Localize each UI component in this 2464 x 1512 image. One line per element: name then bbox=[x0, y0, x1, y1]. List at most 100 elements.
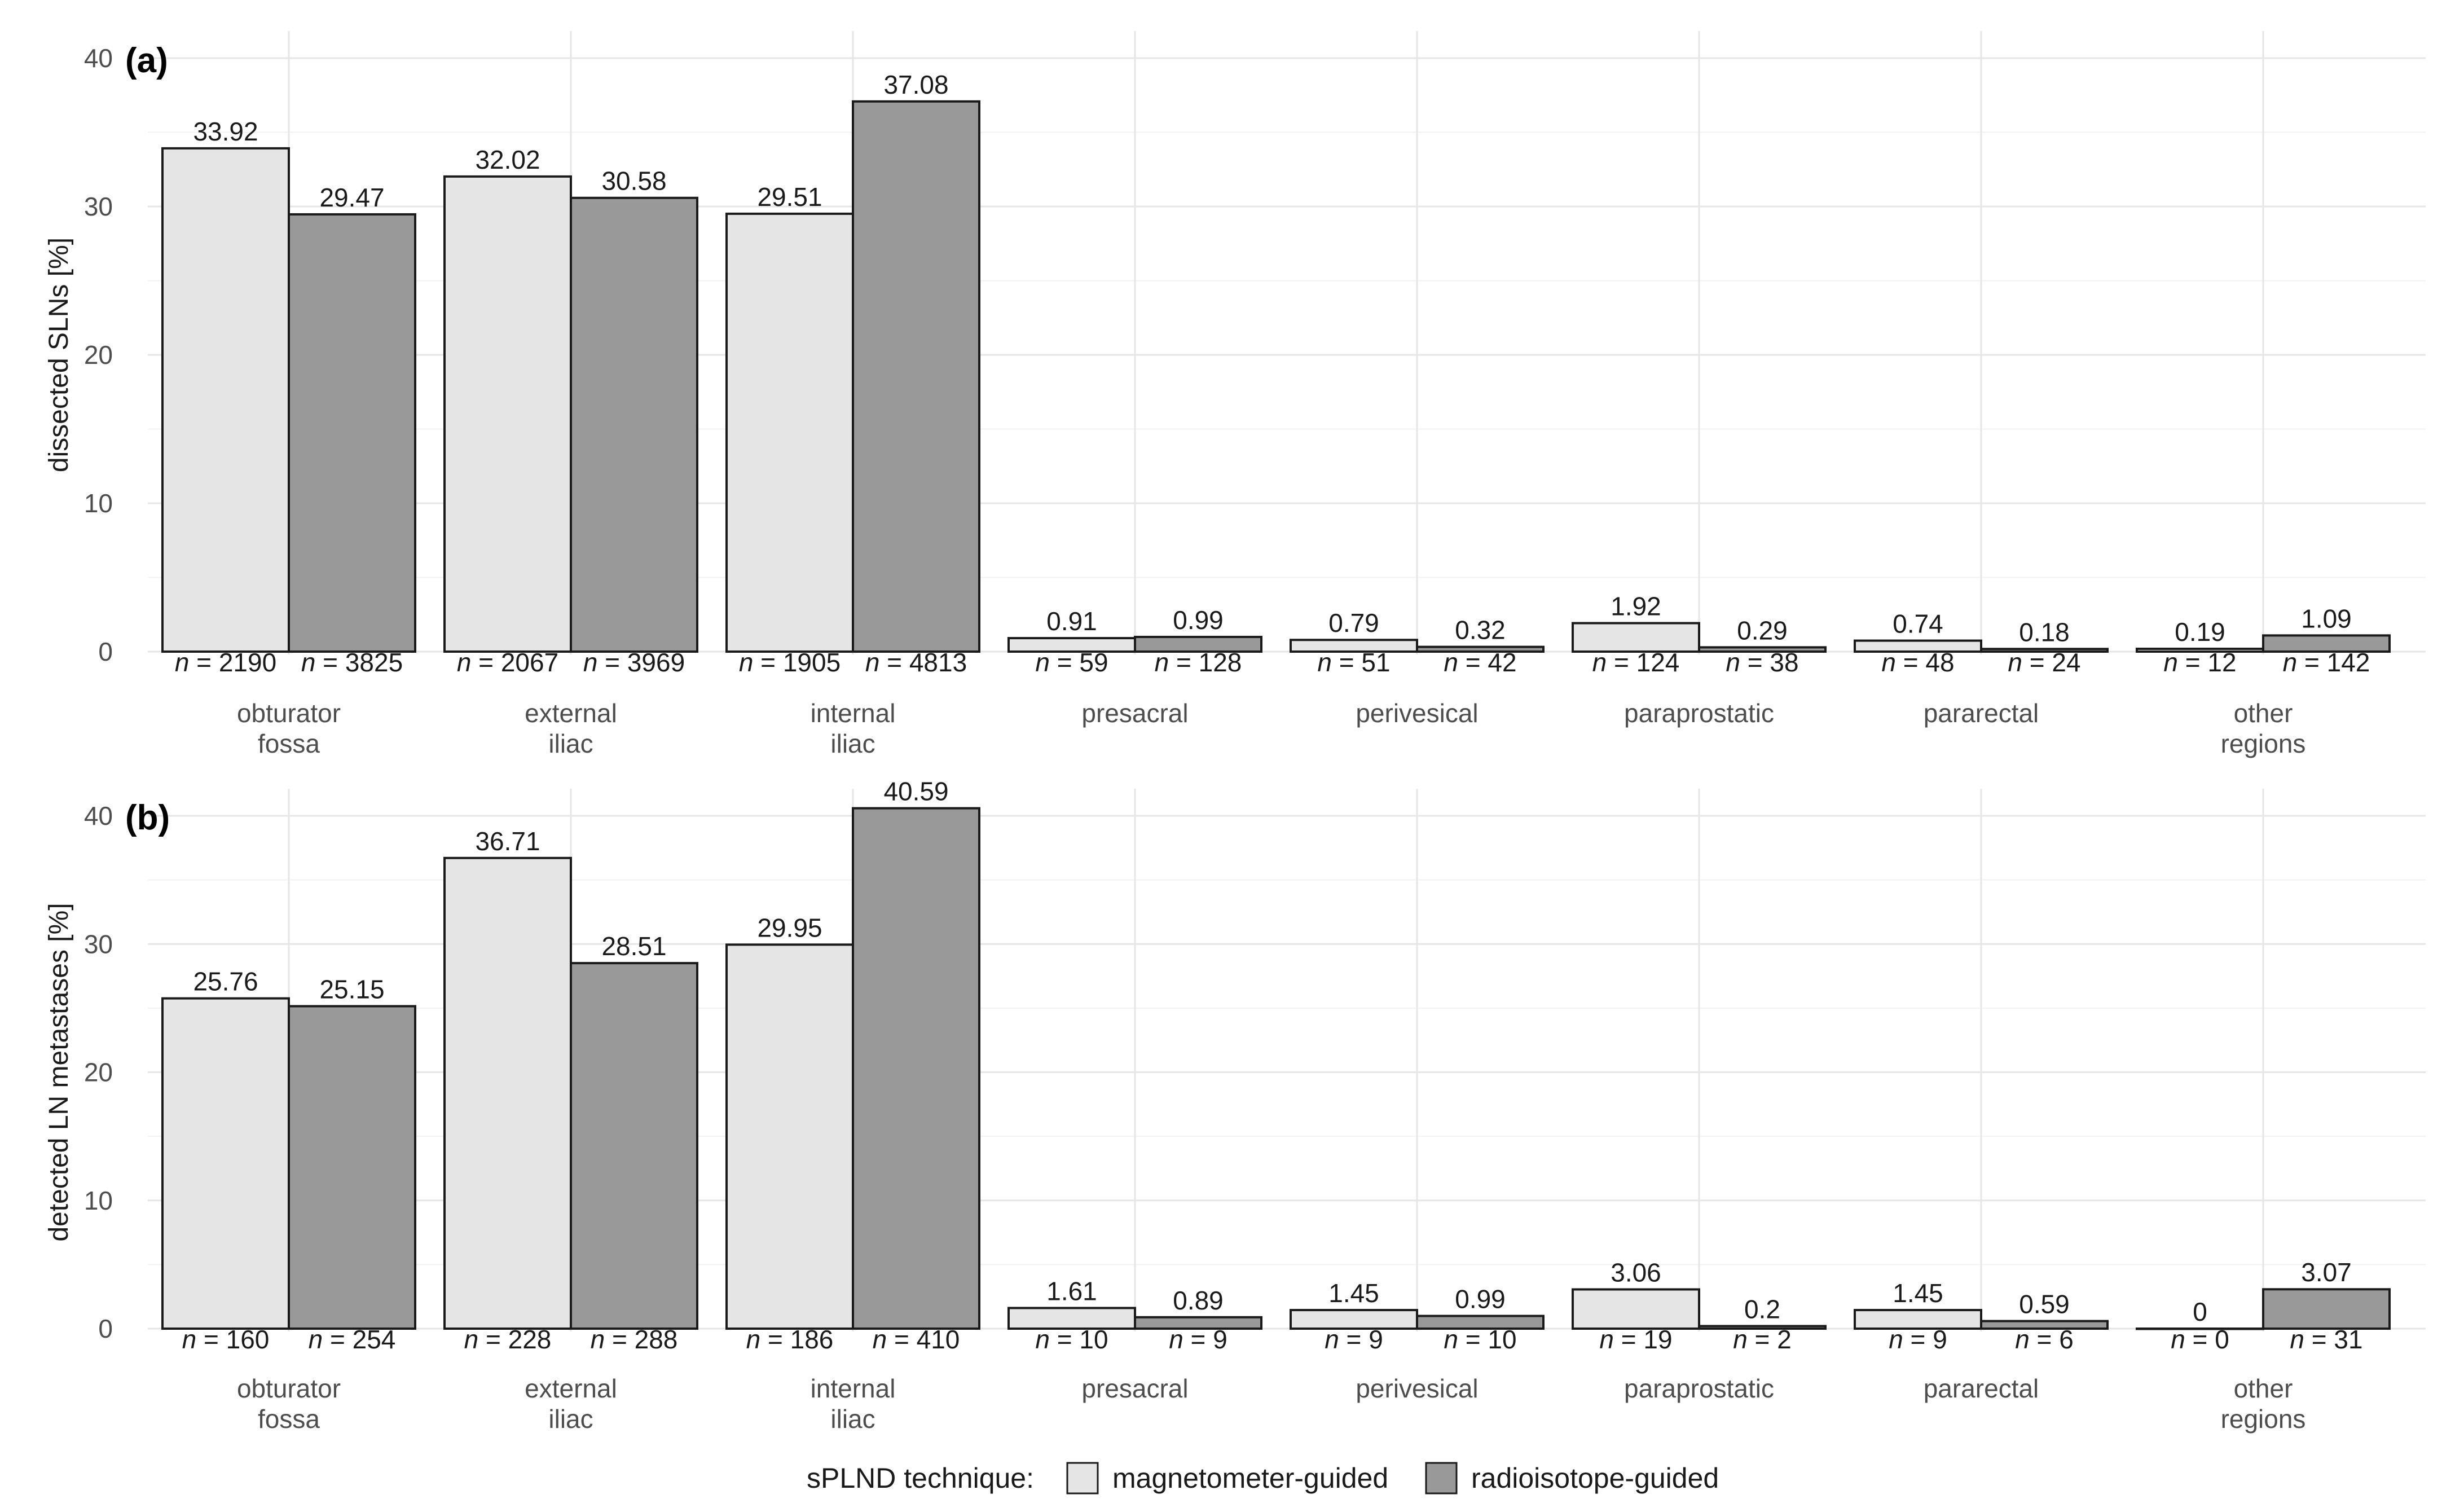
bar-value-label: 30.58 bbox=[601, 166, 666, 196]
bar-value-label: 1.09 bbox=[2301, 604, 2352, 633]
bar-value-label: 1.45 bbox=[1893, 1278, 1943, 1308]
bar-n-label: n = 2190 bbox=[175, 648, 276, 677]
y-tick-label: 20 bbox=[84, 1058, 113, 1087]
bar-value-label: 0.18 bbox=[2019, 617, 2070, 647]
category-label: internal iliac bbox=[811, 1374, 896, 1434]
bar-n-label: n = 48 bbox=[1881, 648, 1954, 677]
category-label: pararectal bbox=[1924, 1374, 2039, 1403]
bar-value-label: 40.59 bbox=[883, 777, 948, 806]
bar-radioisotope bbox=[1980, 648, 2109, 653]
bar-radioisotope bbox=[1416, 1315, 1545, 1330]
bar-n-label: n = 38 bbox=[1726, 648, 1798, 677]
bar-radioisotope bbox=[1698, 646, 1827, 653]
bar-value-label: 0.99 bbox=[1455, 1285, 1506, 1314]
category-label: presacral bbox=[1081, 698, 1188, 728]
bar-value-label: 32.02 bbox=[475, 145, 540, 174]
category-label: perivesical bbox=[1356, 698, 1478, 728]
bar-n-label: n = 4813 bbox=[865, 648, 967, 677]
y-tick-label: 0 bbox=[98, 637, 113, 666]
bar-magnetometer bbox=[725, 943, 854, 1330]
category-label: perivesical bbox=[1356, 1374, 1478, 1403]
bar-value-label: 36.71 bbox=[475, 827, 540, 856]
bar-n-label: n = 228 bbox=[464, 1325, 552, 1354]
bar-n-label: n = 186 bbox=[746, 1325, 834, 1354]
bar-n-label: n = 59 bbox=[1035, 648, 1108, 677]
category-label: external iliac bbox=[525, 698, 617, 758]
bar-n-label: n = 254 bbox=[309, 1325, 396, 1354]
category-label: presacral bbox=[1081, 1374, 1188, 1403]
bar-n-label: n = 410 bbox=[873, 1325, 960, 1354]
bar-value-label: 0.19 bbox=[2175, 617, 2225, 647]
bar-radioisotope bbox=[570, 196, 698, 653]
y-axis-title: detected LN metastases [%] bbox=[44, 903, 74, 1241]
bar-value-label: 0.79 bbox=[1328, 608, 1379, 638]
bar-radioisotope bbox=[1980, 1320, 2109, 1330]
y-tick-label: 10 bbox=[84, 489, 113, 518]
category-label: other regions bbox=[2221, 698, 2306, 758]
category-label: pararectal bbox=[1924, 698, 2039, 728]
bar-value-label: 0.89 bbox=[1173, 1286, 1224, 1315]
bar-value-label: 0.32 bbox=[1455, 616, 1506, 645]
bar-n-label: n = 288 bbox=[591, 1325, 678, 1354]
bar-magnetometer bbox=[1290, 1309, 1418, 1330]
category-label: obturator fossa bbox=[237, 698, 341, 758]
bar-radioisotope bbox=[1416, 645, 1545, 653]
bar-value-label: 0 bbox=[2193, 1297, 2207, 1326]
category-label: obturator fossa bbox=[237, 1374, 341, 1434]
bar-value-label: 25.15 bbox=[319, 974, 384, 1004]
bar-radioisotope bbox=[1134, 1316, 1262, 1330]
bar-value-label: 28.51 bbox=[601, 931, 666, 961]
bar-magnetometer bbox=[443, 856, 572, 1330]
category-label: paraprostatic bbox=[1624, 698, 1774, 728]
bar-value-label: 29.95 bbox=[757, 913, 822, 942]
bar-n-label: n = 12 bbox=[2163, 648, 2236, 677]
category-label: external iliac bbox=[525, 1374, 617, 1434]
bar-n-label: n = 42 bbox=[1444, 648, 1516, 677]
bar-value-label: 3.07 bbox=[2301, 1258, 2352, 1287]
legend-swatch-radioisotope bbox=[1425, 1462, 1458, 1495]
bar-radioisotope bbox=[852, 807, 980, 1330]
bar-value-label: 0.29 bbox=[1737, 616, 1788, 645]
legend-label-magnetometer: magnetometer-guided bbox=[1112, 1462, 1388, 1494]
y-tick-label: 0 bbox=[98, 1314, 113, 1343]
bar-n-label: n = 160 bbox=[182, 1325, 270, 1354]
bar-n-label: n = 124 bbox=[1592, 648, 1680, 677]
y-tick-label: 30 bbox=[84, 192, 113, 221]
bar-magnetometer bbox=[725, 212, 854, 653]
bar-value-label: 0.59 bbox=[2019, 1290, 2070, 1319]
bar-n-label: n = 128 bbox=[1155, 648, 1242, 677]
bar-value-label: 1.61 bbox=[1046, 1276, 1097, 1306]
bar-n-label: n = 142 bbox=[2283, 648, 2370, 677]
bar-magnetometer bbox=[1007, 1307, 1136, 1330]
bar-n-label: n = 0 bbox=[2171, 1325, 2229, 1354]
bar-magnetometer bbox=[161, 997, 290, 1330]
bar-n-label: n = 1905 bbox=[739, 648, 841, 677]
legend-title: sPLND technique: bbox=[807, 1462, 1034, 1494]
y-tick-label: 10 bbox=[84, 1186, 113, 1215]
y-tick-label: 30 bbox=[84, 929, 113, 959]
legend: sPLND technique: magnetometer-guided radio… bbox=[807, 1462, 1719, 1495]
bar-radioisotope bbox=[2262, 634, 2391, 653]
bar-value-label: 0.99 bbox=[1173, 605, 1224, 635]
bar-radioisotope bbox=[852, 100, 980, 653]
category-label: other regions bbox=[2221, 1374, 2306, 1434]
bar-n-label: n = 3969 bbox=[583, 648, 685, 677]
bar-value-label: 0.91 bbox=[1046, 606, 1097, 636]
bar-value-label: 33.92 bbox=[193, 117, 258, 146]
panel-label: (a) bbox=[125, 41, 168, 80]
bar-n-label: n = 10 bbox=[1444, 1325, 1516, 1354]
bar-radioisotope bbox=[1698, 1325, 1827, 1330]
bar-value-label: 25.76 bbox=[193, 967, 258, 996]
bar-magnetometer bbox=[1572, 622, 1700, 653]
bar-n-label: n = 2 bbox=[1733, 1325, 1792, 1354]
bar-radioisotope bbox=[288, 1005, 416, 1330]
bar-n-label: n = 19 bbox=[1599, 1325, 1672, 1354]
bar-n-label: n = 2067 bbox=[457, 648, 558, 677]
y-tick-label: 20 bbox=[84, 340, 113, 370]
bar-n-label: n = 10 bbox=[1035, 1325, 1108, 1354]
bar-value-label: 1.92 bbox=[1611, 592, 1661, 621]
panel-label: (b) bbox=[125, 798, 170, 837]
bar-value-label: 29.47 bbox=[319, 183, 384, 212]
bar-magnetometer bbox=[1572, 1288, 1700, 1330]
